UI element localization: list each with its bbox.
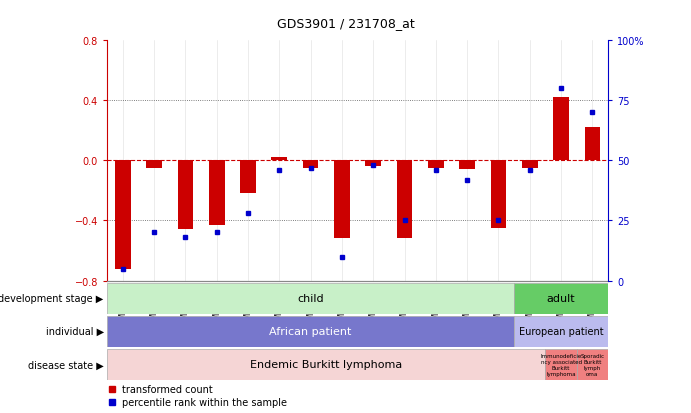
Text: Sporadic
Burkitt
lymph
oma: Sporadic Burkitt lymph oma xyxy=(580,353,605,376)
Text: Immunodeficie
ncy associated
Burkitt
lymphoma: Immunodeficie ncy associated Burkitt lym… xyxy=(540,353,582,376)
Text: disease state ▶: disease state ▶ xyxy=(28,359,104,370)
Bar xyxy=(577,349,608,380)
Bar xyxy=(240,161,256,194)
Bar xyxy=(514,283,608,314)
Bar xyxy=(491,161,507,228)
Bar xyxy=(107,316,514,347)
Bar xyxy=(428,161,444,169)
Text: percentile rank within the sample: percentile rank within the sample xyxy=(122,397,287,407)
Bar xyxy=(522,161,538,169)
Text: European patient: European patient xyxy=(519,326,603,337)
Text: development stage ▶: development stage ▶ xyxy=(0,293,104,304)
Bar xyxy=(514,316,608,347)
Text: African patient: African patient xyxy=(269,326,352,337)
Bar xyxy=(209,161,225,225)
Text: Endemic Burkitt lymphoma: Endemic Burkitt lymphoma xyxy=(250,359,402,370)
Bar xyxy=(585,128,600,161)
Bar xyxy=(334,161,350,239)
Bar xyxy=(553,98,569,161)
Text: transformed count: transformed count xyxy=(122,384,213,394)
Text: individual ▶: individual ▶ xyxy=(46,326,104,337)
Bar xyxy=(146,161,162,169)
Bar xyxy=(366,161,381,167)
Bar xyxy=(115,161,131,269)
Bar xyxy=(545,349,577,380)
Bar xyxy=(107,283,514,314)
Bar xyxy=(397,161,413,239)
Bar xyxy=(178,161,193,230)
Bar xyxy=(107,349,545,380)
Bar xyxy=(303,161,319,169)
Bar xyxy=(272,158,287,161)
Text: child: child xyxy=(297,293,324,304)
Text: adult: adult xyxy=(547,293,576,304)
Bar xyxy=(460,161,475,170)
Text: GDS3901 / 231708_at: GDS3901 / 231708_at xyxy=(276,17,415,29)
